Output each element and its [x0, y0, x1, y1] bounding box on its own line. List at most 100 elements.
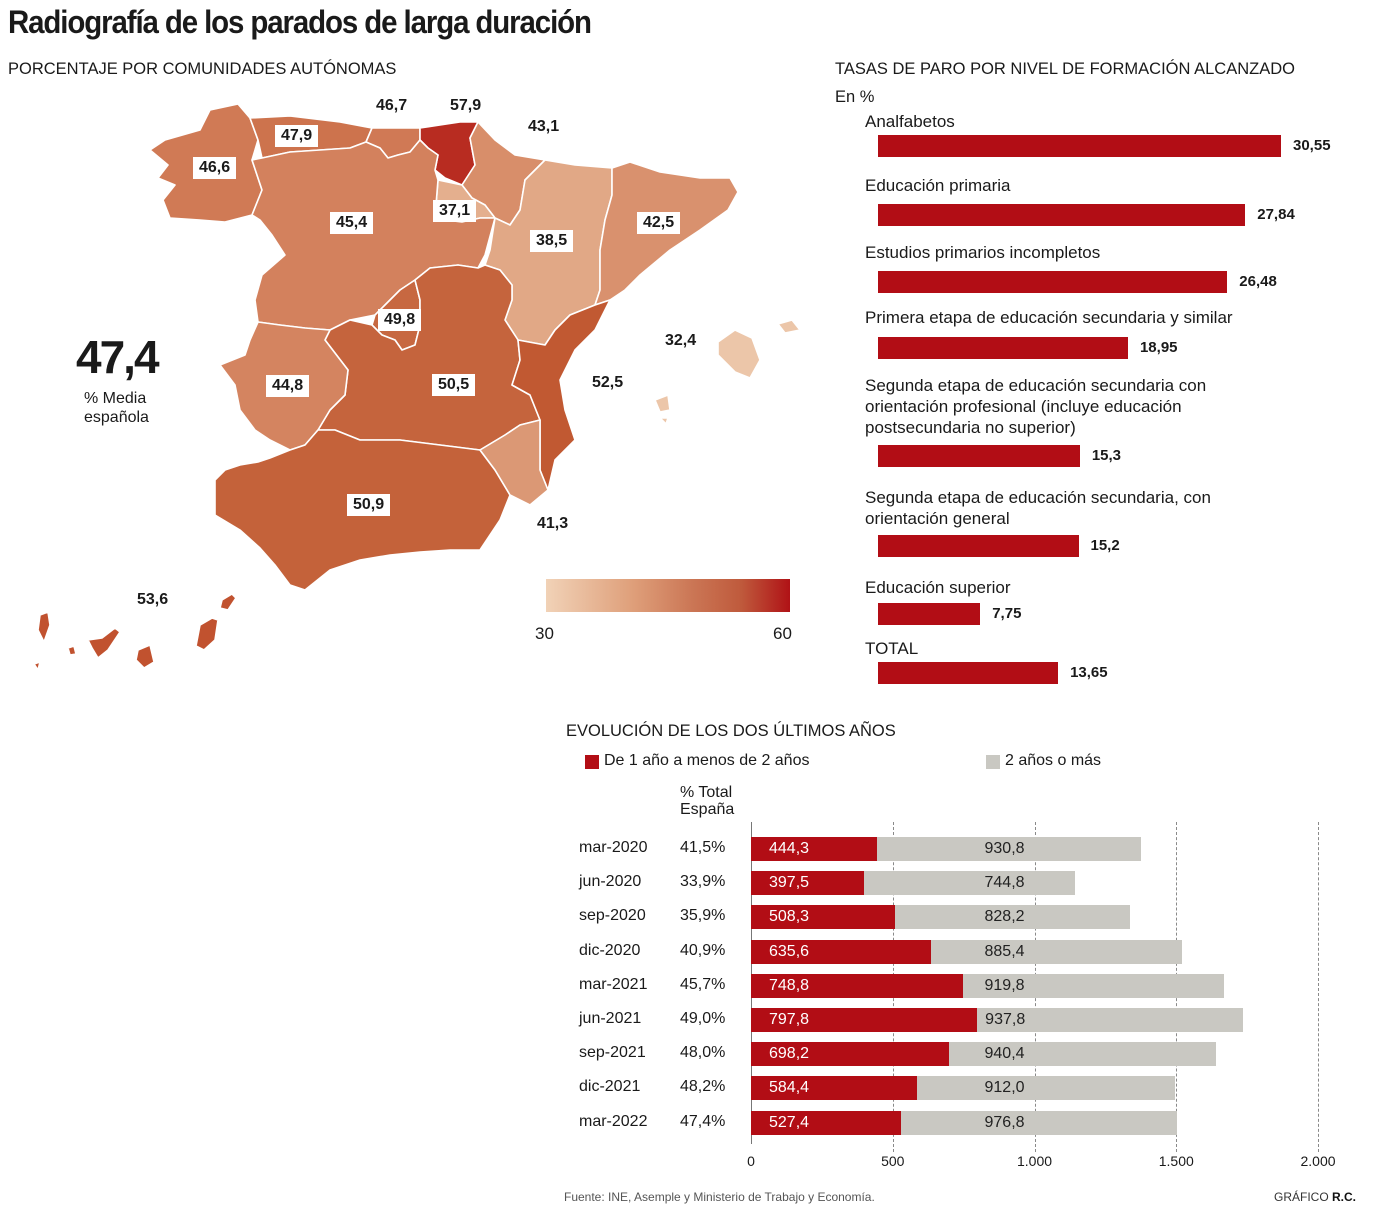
- x-tick-label: 0: [747, 1153, 755, 1169]
- education-category-label: Primera etapa de educación secundaria y …: [865, 307, 1233, 328]
- segment-value-label-1-2-years: 584,4: [769, 1079, 810, 1097]
- education-category-label: Analfabetos: [865, 111, 955, 132]
- x-tick-label: 1.000: [1016, 1153, 1053, 1169]
- education-value-label: 15,2: [1090, 537, 1120, 554]
- bar-segment-1-2-years: [751, 1110, 901, 1135]
- segment-value-label-2-plus-years: 919,8: [984, 976, 1025, 994]
- map-label-cataluna: 42,5: [637, 212, 681, 234]
- education-value-label: 7,75: [992, 605, 1022, 622]
- bar-segment-2-plus-years: [916, 1076, 1176, 1101]
- legend-swatch-1-2-years: [585, 755, 599, 769]
- segment-value-label-1-2-years: 748,8: [769, 976, 810, 994]
- segment-value-label-2-plus-years: 976,8: [984, 1113, 1025, 1131]
- bar-segment-1-2-years: [751, 905, 896, 930]
- map-label-valencia: 52,5: [592, 374, 624, 391]
- education-value-label: 15,3: [1091, 447, 1122, 464]
- row-pct-total: 49,0%: [680, 1010, 726, 1027]
- education-category-label: Educación superior: [865, 577, 1011, 598]
- map-label-la-rioja: 37,1: [433, 200, 477, 222]
- map-label-madrid: 49,8: [378, 309, 422, 331]
- row-date-label: sep-2020: [579, 907, 646, 925]
- scale-min-label: 30: [535, 624, 554, 643]
- segment-value-label-2-plus-years: 940,4: [984, 1045, 1025, 1063]
- segment-value-label-2-plus-years: 828,2: [984, 908, 1025, 926]
- education-value-label: 18,95: [1139, 339, 1178, 356]
- row-date-label: mar-2021: [579, 975, 648, 993]
- region-murcia: [479, 419, 549, 506]
- segment-value-label-1-2-years: 444,3: [769, 840, 810, 857]
- x-tick-label: 1.500: [1158, 1153, 1194, 1169]
- education-bar: [878, 445, 1080, 467]
- evolution-chart-title: EVOLUCIÓN DE LOS DOS ÚLTIMOS AÑOS: [566, 722, 896, 740]
- education-category-label-line: Analfabetos: [865, 112, 955, 131]
- average-label-line2: española: [84, 409, 149, 426]
- map-label-canarias: 53,6: [137, 591, 169, 608]
- education-category-label-line: Educación superior: [865, 578, 1011, 597]
- segment-value-label-2-plus-years: 912,0: [984, 1079, 1025, 1097]
- bar-segment-1-2-years: [751, 1042, 949, 1067]
- bar-segment-1-2-years: [751, 973, 964, 998]
- row-pct-total: 40,9%: [680, 941, 726, 959]
- map-label-castilla-leon: 45,4: [330, 212, 374, 234]
- row-date-label: dic-2021: [579, 1078, 641, 1096]
- row-date-label: mar-2022: [579, 1112, 648, 1130]
- map-label-asturias: 47,9: [275, 125, 319, 147]
- map-label-murcia: 41,3: [537, 515, 569, 532]
- national-average-label: % Media española: [84, 389, 149, 427]
- row-pct-total: 45,7%: [680, 975, 726, 993]
- education-bar: [878, 662, 1059, 684]
- education-category-label-line: Primera etapa de educación secundaria y …: [865, 308, 1233, 327]
- map-label-baleares: 32,4: [665, 332, 697, 349]
- row-pct-total: 47,4%: [680, 1112, 726, 1130]
- bar-segment-1-2-years: [751, 871, 864, 896]
- education-category-label-line: orientación general: [865, 509, 1010, 528]
- education-bar: [878, 337, 1128, 359]
- education-category-label-line: TOTAL: [865, 639, 919, 658]
- map-subtitle: PORCENTAJE POR COMUNIDADES AUTÓNOMAS: [8, 60, 397, 78]
- education-category-label-line: orientación profesional (incluye educaci…: [865, 397, 1182, 416]
- row-pct-total: 48,2%: [680, 1078, 726, 1096]
- credit-author: R.C.: [1332, 1190, 1357, 1204]
- legend-label-1-2-years: De 1 año a menos de 2 años: [604, 752, 810, 769]
- segment-value-label-1-2-years: 797,8: [769, 1011, 810, 1028]
- map-label-castilla-la-mancha: 50,5: [432, 374, 476, 396]
- education-category-label: Segunda etapa de educación secundaria co…: [865, 375, 1206, 438]
- map-label-extremadura: 44,8: [266, 375, 310, 397]
- bar-segment-1-2-years: [751, 1076, 917, 1101]
- row-date-label: sep-2021: [579, 1044, 646, 1062]
- bar-segment-2-plus-years: [863, 871, 1075, 896]
- segment-value-label-1-2-years: 635,6: [769, 942, 810, 960]
- bar-segment-2-plus-years: [948, 1042, 1216, 1067]
- bar-segment-2-plus-years: [931, 939, 1183, 964]
- education-unit-label: En %: [835, 88, 875, 106]
- row-date-label: jun-2020: [579, 873, 642, 891]
- segment-value-label-1-2-years: 397,5: [769, 874, 810, 892]
- bar-segment-2-plus-years: [876, 837, 1141, 861]
- education-chart-title: TASAS DE PARO POR NIVEL DE FORMACIÓN ALC…: [835, 60, 1295, 78]
- education-value-label: 27,84: [1257, 206, 1295, 223]
- row-date-label: dic-2020: [579, 941, 641, 959]
- page-title: Radiografía de los parados de larga dura…: [8, 4, 592, 40]
- pct-total-header: % Total España: [680, 784, 734, 818]
- pct-header-line2: España: [680, 801, 735, 818]
- national-average-value: 47,4: [76, 331, 160, 383]
- bar-segment-1-2-years: [751, 1008, 978, 1032]
- segment-value-label-2-plus-years: 937,8: [985, 1011, 1026, 1028]
- row-pct-total: 35,9%: [680, 907, 726, 925]
- region-baleares: [654, 319, 801, 425]
- segment-value-label-2-plus-years: 930,8: [984, 840, 1025, 857]
- row-date-label: jun-2021: [579, 1010, 642, 1027]
- row-date-label: mar-2020: [579, 839, 648, 856]
- legend-label-2-plus-years: 2 años o más: [1005, 752, 1102, 769]
- segment-value-label-1-2-years: 508,3: [769, 908, 810, 926]
- bar-segment-2-plus-years: [977, 1008, 1244, 1032]
- education-category-label-line: Segunda etapa de educación secundaria co…: [865, 376, 1207, 395]
- x-tick-label: 2.000: [1300, 1153, 1336, 1169]
- education-category-label-line: Segunda etapa de educación secundaria, c…: [865, 488, 1211, 507]
- education-category-label: Estudios primarios incompletos: [865, 242, 1100, 263]
- bar-segment-1-2-years: [751, 939, 932, 964]
- map-label-andalucia: 50,9: [347, 494, 391, 516]
- bar-segment-2-plus-years: [900, 1110, 1178, 1135]
- color-scale-legend: [546, 579, 790, 612]
- row-pct-total: 48,0%: [680, 1044, 726, 1062]
